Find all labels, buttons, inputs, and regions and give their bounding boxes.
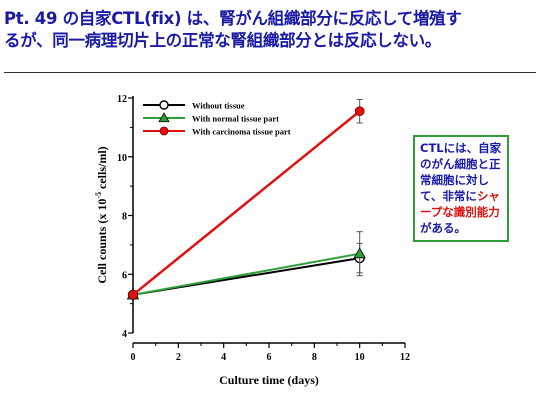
chart-series (126, 98, 366, 301)
annotation-highlight: シャープな識別能力 (420, 189, 500, 219)
data-point-normal (353, 247, 366, 259)
annotation-tail: がある。 (420, 221, 466, 235)
y-tick-label: 6 (122, 270, 127, 281)
series-line-carcinoma (132, 110, 361, 296)
x-tick-label: 6 (267, 352, 272, 363)
slide-title: Pt. 49 の自家CTL(fix) は、腎がん組織部分に反応して増殖す るが、… (4, 8, 536, 52)
chart-ticks: 0 2 4 6 8 10 12 4 6 8 10 12 (117, 94, 410, 363)
x-tick-label: 0 (131, 352, 136, 363)
y-axis-label-main: Cell counts (x 10 (95, 199, 109, 284)
legend-label-normal: With normal tissue part (192, 114, 279, 124)
x-axis-label: Culture time (days) (219, 373, 319, 387)
x-tick-label: 4 (221, 352, 226, 363)
y-axis-label-exponent: -5 (94, 192, 103, 199)
x-tick-label: 2 (176, 352, 181, 363)
title-line-1: Pt. 49 の自家CTL(fix) は、腎がん組織部分に反応して増殖す (4, 9, 462, 28)
legend-marker-normal (158, 112, 170, 123)
y-tick-label: 8 (122, 212, 127, 223)
legend-marker-without (159, 100, 169, 110)
y-axis-label: Cell counts (x 10-5 cells/ml) (94, 146, 109, 283)
data-point-carcinoma (128, 289, 138, 300)
series-line-normal (132, 252, 360, 296)
y-axis-label-tail: cells/ml) (95, 146, 109, 192)
legend-label-carcinoma: With carcinoma tissue part (192, 127, 291, 137)
y-tick-label: 4 (122, 329, 127, 340)
x-tick-label: 12 (400, 352, 410, 363)
title-divider (4, 72, 536, 73)
x-tick-label: 8 (312, 352, 317, 363)
data-point-carcinoma (354, 106, 365, 117)
annotation-box: CTLには、自家のがん細胞と正常細胞に対して、非常にシャープな識別能力がある。 (413, 135, 509, 242)
x-tick-label: 10 (355, 352, 365, 363)
title-line-2: るが、同一病理切片上の正常な腎組織部分とは反応しない。 (4, 31, 442, 50)
annotation-text: CTLには、自家のがん細胞と正常細胞に対して、非常に (420, 141, 502, 203)
y-tick-label: 12 (117, 94, 127, 105)
legend-label-without: Without tissue (192, 101, 245, 111)
y-tick-label: 10 (117, 153, 127, 164)
legend-marker-carcinoma (159, 126, 169, 136)
chart-legend: Without tissue With normal tissue part Wit… (143, 100, 291, 137)
